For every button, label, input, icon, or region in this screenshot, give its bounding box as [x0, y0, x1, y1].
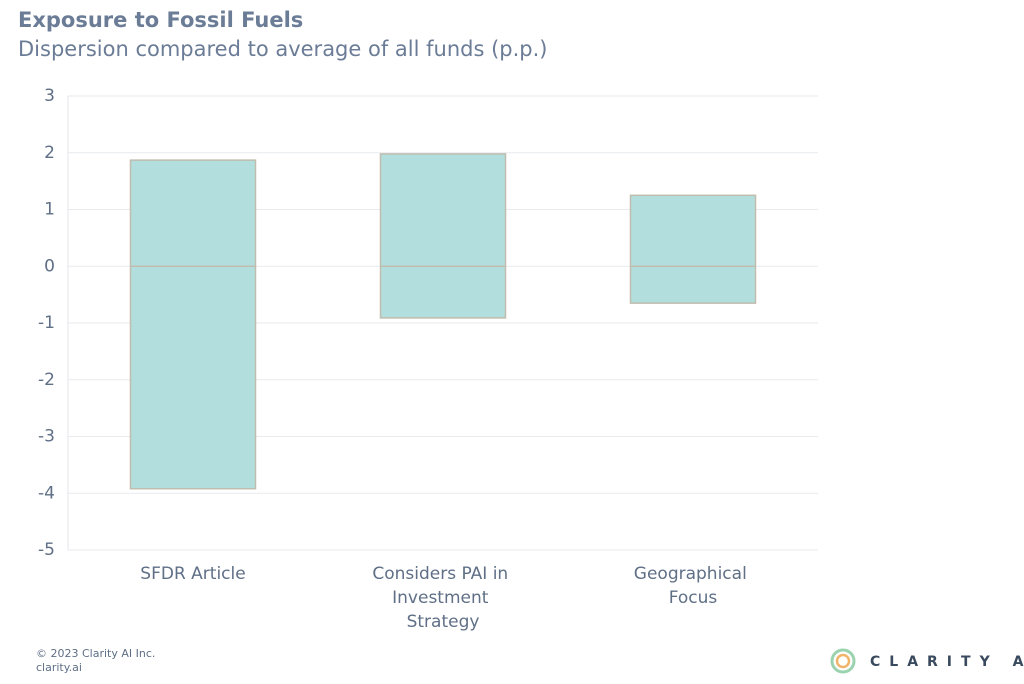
range-bar — [379, 153, 507, 319]
x-tick-label: Considers PAI in Investment Strategy — [372, 564, 513, 632]
logo-icon — [830, 648, 856, 674]
y-tick-label: 1 — [44, 200, 55, 220]
site: clarity.ai — [36, 661, 82, 674]
y-tick-label: 3 — [44, 86, 55, 106]
logo-text: CLARITY AI — [870, 654, 1024, 670]
y-tick-label: -4 — [38, 483, 55, 503]
y-tick-label: -3 — [38, 427, 55, 447]
range-bar — [129, 159, 257, 490]
y-tick-label: 0 — [44, 256, 55, 276]
y-tick-label: 2 — [44, 143, 55, 163]
chart-title: Exposure to Fossil Fuels — [18, 8, 303, 32]
x-tick-label: SFDR Article — [140, 564, 245, 584]
y-tick-label: -2 — [38, 370, 55, 390]
copyright: © 2023 Clarity AI Inc. — [36, 647, 155, 660]
range-bar — [629, 194, 757, 304]
y-tick-label: -5 — [38, 540, 55, 560]
chart-subtitle: Dispersion compared to average of all fu… — [18, 37, 547, 61]
y-tick-label: -1 — [38, 313, 55, 333]
x-tick-label: Geographical Focus — [634, 564, 752, 608]
